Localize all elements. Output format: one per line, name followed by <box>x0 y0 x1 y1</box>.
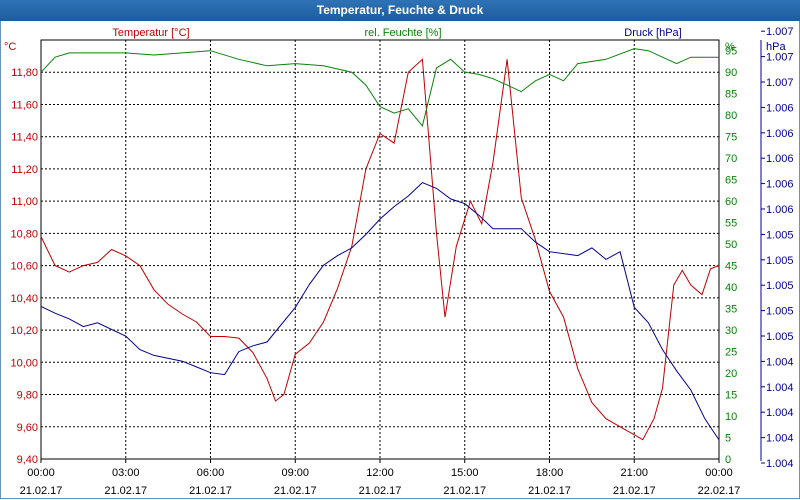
x-tick-label-date: 21.02.17 <box>189 485 232 497</box>
temp-axis-tick-label: 10,40 <box>10 293 38 305</box>
humidity-axis-tick-label: 0 <box>725 454 731 466</box>
series-line-temp <box>40 58 720 441</box>
humidity-axis-tick-label: 60 <box>725 196 737 208</box>
humidity-axis-tick-label: 10 <box>725 411 737 423</box>
legend-pressure: Druck [hPa] <box>624 27 681 39</box>
pressure-axis-tick-label: 1.004 <box>766 407 794 419</box>
humidity-axis-tick-label: 90 <box>725 67 737 79</box>
humidity-axis-tick-label: 20 <box>725 368 737 380</box>
x-tick-label-time: 12:00 <box>366 467 394 479</box>
humidity-axis-tick-label: 55 <box>725 218 737 230</box>
x-tick-label-date: 21.02.17 <box>359 485 402 497</box>
x-tick-label-time: 00:00 <box>705 467 733 479</box>
humidity-axis-tick-label: 25 <box>725 347 737 359</box>
temp-axis-tick-label: 9,80 <box>17 390 38 402</box>
x-tick-label-time: 15:00 <box>451 467 479 479</box>
humidity-axis-tick-label: 85 <box>725 89 737 101</box>
pressure-axis-tick-label: 1.004 <box>766 356 794 368</box>
x-tick-label-date: 22.02.17 <box>698 485 741 497</box>
pressure-axis-tick-label: 1.005 <box>766 306 794 318</box>
legend-humidity: rel. Feuchte [%] <box>364 27 441 39</box>
pressure-axis-tick-label: 1.006 <box>766 153 794 165</box>
x-tick-label-time: 18:00 <box>536 467 564 479</box>
legend-temperature: Temperatur [°C] <box>112 27 189 39</box>
x-tick-label-time: 09:00 <box>281 467 309 479</box>
pressure-axis-tick-label: 1.005 <box>766 331 794 343</box>
temp-axis-tick-label: 11,80 <box>11 67 38 79</box>
temp-axis-tick-label: 10,80 <box>10 228 38 240</box>
x-tick-label-time: 06:00 <box>197 467 225 479</box>
humidity-axis-tick-label: 95 <box>725 46 737 58</box>
temp-axis-tick-label: 10,00 <box>10 357 38 369</box>
humidity-axis-tick-label: 15 <box>725 390 737 402</box>
humidity-axis-tick-label: 40 <box>725 282 737 294</box>
humidity-axis-tick-label: 75 <box>725 132 737 144</box>
pressure-axis-tick-label: 1.006 <box>766 102 794 114</box>
x-tick-label-time: 03:00 <box>112 467 140 479</box>
pressure-axis-tick-label: 1.007 <box>766 52 794 64</box>
pressure-axis-tick-label: 1.004 <box>766 433 794 445</box>
temp-axis-tick-label: 11,60 <box>11 99 38 111</box>
pressure-axis-tick-label: 1.005 <box>766 229 794 241</box>
series-line-press <box>40 182 720 441</box>
pressure-axis-tick-label: 1.006 <box>766 204 794 216</box>
humidity-axis-tick-label: 80 <box>725 110 737 122</box>
x-tick-label-date: 21.02.17 <box>443 485 486 497</box>
x-tick-label-time: 21:00 <box>620 467 648 479</box>
humidity-axis-unit: % <box>725 41 735 53</box>
pressure-axis-tick-label: 1.004 <box>766 458 794 470</box>
temp-axis-unit: °C <box>4 41 16 53</box>
x-tick-label-date: 21.02.17 <box>104 485 147 497</box>
window-title: Temperatur, Feuchte & Druck <box>0 0 800 21</box>
temp-axis-tick-label: 9,60 <box>17 422 38 434</box>
pressure-axis-tick-label: 1.006 <box>766 128 794 140</box>
pressure-axis-tick-label: 1.005 <box>766 255 794 267</box>
pressure-axis-tick-label: 1.006 <box>766 179 794 191</box>
pressure-axis-unit: hPa <box>766 41 786 53</box>
x-tick-label-time: 00:00 <box>27 467 55 479</box>
temp-axis-tick-label: 9,40 <box>17 454 38 466</box>
temp-axis-tick-label: 11,00 <box>11 196 38 208</box>
x-tick-label-date: 21.02.17 <box>20 485 63 497</box>
humidity-axis-tick-label: 70 <box>725 153 737 165</box>
temp-axis-tick-label: 10,60 <box>10 261 38 273</box>
humidity-axis-tick-label: 45 <box>725 261 737 273</box>
humidity-axis-tick-label: 65 <box>725 175 737 187</box>
temp-axis-tick-label: 11,40 <box>11 132 38 144</box>
series-line-hum <box>40 48 719 127</box>
pressure-axis-tick-label: 1.005 <box>766 280 794 292</box>
humidity-axis-tick-label: 5 <box>725 433 731 445</box>
x-tick-label-date: 21.02.17 <box>613 485 656 497</box>
pressure-axis-tick-label: 1.007 <box>766 26 794 38</box>
humidity-axis-tick-label: 30 <box>725 325 737 337</box>
x-tick-label-date: 21.02.17 <box>528 485 571 497</box>
humidity-axis-tick-label: 35 <box>725 304 737 316</box>
temp-axis-tick-label: 11,20 <box>11 164 38 176</box>
x-tick-label-date: 21.02.17 <box>274 485 317 497</box>
temp-axis-tick-label: 10,20 <box>10 325 38 337</box>
chart-svg: 00:00 21.02.17 03:00 21.02.17 06:00 21.02.17 0… <box>4 26 794 497</box>
pressure-axis-tick-label: 1.004 <box>766 382 794 394</box>
pressure-axis-tick-label: 1.007 <box>766 77 794 89</box>
chart-frame: 00:00 21.02.17 03:00 21.02.17 06:00 21.02.17 0… <box>0 21 800 499</box>
humidity-axis-tick-label: 50 <box>725 239 737 251</box>
